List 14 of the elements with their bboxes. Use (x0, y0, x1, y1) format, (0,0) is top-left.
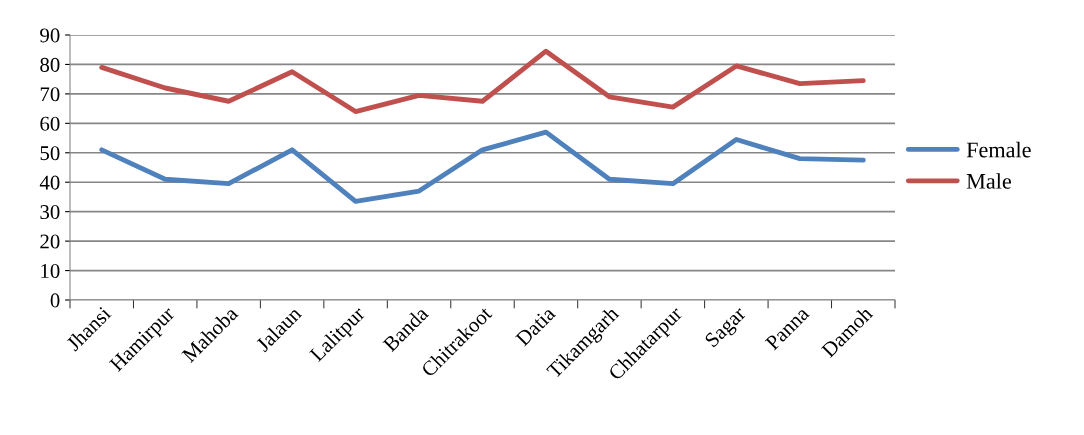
y-tick-label: 50 (40, 146, 60, 161)
y-tick-label: 20 (40, 234, 60, 249)
y-tick-label: 10 (41, 263, 60, 278)
line-series (99, 48, 866, 114)
y-tick-label: 0 (50, 293, 60, 308)
legend-label: Female (966, 141, 1031, 158)
legend-label: Male (966, 173, 1011, 189)
y-tick-label: 70 (40, 87, 60, 102)
y-tick-label: 60 (40, 116, 60, 131)
y-tick-label: 30 (40, 205, 60, 220)
y-tick-label: 80 (40, 57, 60, 72)
line-series (99, 129, 866, 204)
y-tick-label: 90 (40, 28, 60, 43)
y-tick-label: 40 (39, 175, 60, 190)
